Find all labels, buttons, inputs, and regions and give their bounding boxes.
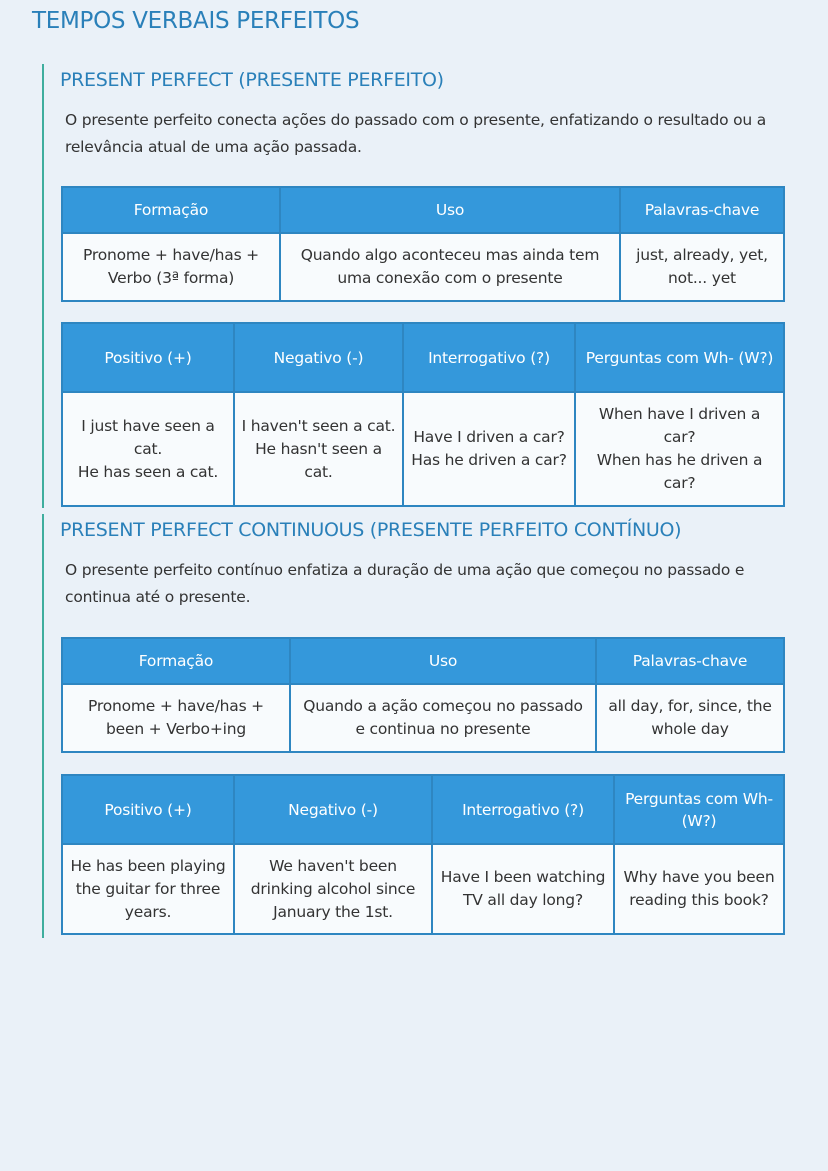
header-uso: Uso — [289, 637, 597, 685]
cell-negativo: We haven't been drinking alcohol since J… — [233, 843, 433, 935]
section-heading: PRESENT PERFECT (PRESENTE PERFEITO) — [60, 69, 444, 91]
cell-formacao: Pronome + have/has + been + Verbo+ing — [61, 683, 291, 753]
example-line: I haven't seen a cat. — [241, 416, 396, 435]
header-interrogativo: Interrogativo (?) — [402, 322, 576, 393]
summary-table: Formação Uso Palavras-chave Pronome + ha… — [61, 637, 785, 753]
cell-negativo: I haven't seen a cat. He hasn't seen a ca… — [233, 391, 404, 507]
section-heading: PRESENT PERFECT CONTINUOUS (PRESENTE PER… — [60, 519, 682, 541]
page-title: TEMPOS VERBAIS PERFEITOS — [32, 8, 360, 34]
section-description: O presente perfeito contínuo enfatiza a … — [65, 561, 745, 606]
cell-interrogativo: Have I driven a car? Has he driven a car? — [402, 391, 576, 507]
header-uso: Uso — [279, 186, 621, 234]
section-present-perfect-continuous: PRESENT PERFECT CONTINUOUS (PRESENTE PER… — [42, 514, 785, 938]
cell-uso: Quando a ação começou no passado e conti… — [289, 683, 597, 753]
header-formacao: Formação — [61, 637, 291, 685]
section-present-perfect: PRESENT PERFECT (PRESENTE PERFEITO) O pr… — [42, 64, 785, 508]
header-interrogativo: Interrogativo (?) — [431, 774, 615, 845]
cell-positivo: He has been playing the guitar for three… — [61, 843, 235, 935]
section-description: O presente perfeito conecta ações do pas… — [65, 111, 767, 156]
header-perguntas-wh: Perguntas com Wh- (W?) — [574, 322, 785, 393]
cell-perguntas-wh: When have I driven a car? When has he dri… — [574, 391, 785, 507]
cell-perguntas-wh: Why have you been reading this book? — [613, 843, 785, 935]
cell-palavras-chave: all day, for, since, the whole day — [595, 683, 785, 753]
example-line: When has he driven a car? — [596, 451, 763, 492]
header-negativo: Negativo (-) — [233, 774, 433, 845]
example-line: When have I driven a car? — [598, 405, 761, 446]
examples-table: Positivo (+) Negativo (-) Interrogativo … — [61, 774, 785, 935]
table-row: He has been playing the guitar for three… — [61, 843, 785, 935]
cell-uso: Quando algo aconteceu mas ainda tem uma … — [279, 232, 621, 302]
cell-palavras-chave: just, already, yet, not... yet — [619, 232, 785, 302]
table-row: Pronome + have/has + been + Verbo+ing Qu… — [61, 683, 785, 753]
example-line: Has he driven a car? — [411, 451, 567, 469]
summary-table: Formação Uso Palavras-chave Pronome + ha… — [61, 186, 785, 302]
table-row: Pronome + have/has + Verbo (3ª forma) Qu… — [61, 232, 785, 302]
header-perguntas-wh: Perguntas com Wh- (W?) — [613, 774, 785, 845]
header-positivo: Positivo (+) — [61, 322, 235, 393]
examples-table: Positivo (+) Negativo (-) Interrogativo … — [61, 322, 785, 507]
header-formacao: Formação — [61, 186, 281, 234]
cell-interrogativo: Have I been watching TV all day long? — [431, 843, 615, 935]
cell-formacao: Pronome + have/has + Verbo (3ª forma) — [61, 232, 281, 302]
example-line: He has seen a cat. — [77, 462, 219, 481]
header-palavras-chave: Palavras-chave — [619, 186, 785, 234]
example-line: He hasn't seen a cat. — [255, 439, 382, 481]
header-palavras-chave: Palavras-chave — [595, 637, 785, 685]
example-line: I just have seen a cat. — [81, 416, 215, 458]
header-positivo: Positivo (+) — [61, 774, 235, 845]
cell-positivo: I just have seen a cat. He has seen a cat… — [61, 391, 235, 507]
header-negativo: Negativo (-) — [233, 322, 404, 393]
table-row: I just have seen a cat. He has seen a cat… — [61, 391, 785, 507]
example-line: Have I driven a car? — [413, 428, 565, 446]
